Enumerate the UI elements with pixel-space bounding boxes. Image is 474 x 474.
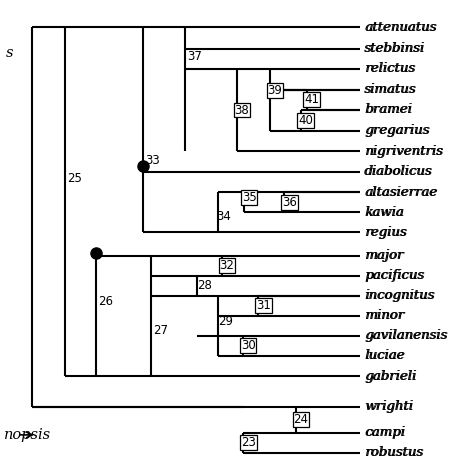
Text: 40: 40 [298, 114, 313, 127]
Text: pacificus: pacificus [364, 269, 424, 282]
Text: major: major [365, 249, 404, 262]
Text: 41: 41 [304, 93, 319, 106]
Text: bramei: bramei [365, 103, 413, 116]
Text: diabolicus: diabolicus [364, 165, 432, 179]
Text: gavilanensis: gavilanensis [365, 329, 448, 342]
Text: relictus: relictus [364, 62, 415, 75]
Text: 24: 24 [293, 413, 309, 426]
Text: regius: regius [364, 226, 407, 239]
Text: relictus: relictus [365, 62, 416, 75]
Text: gregarius: gregarius [364, 124, 429, 137]
Text: luciae: luciae [365, 349, 405, 362]
Text: 26: 26 [98, 295, 113, 308]
Text: gabrieli: gabrieli [364, 370, 416, 383]
Text: 28: 28 [197, 279, 212, 292]
Text: s: s [6, 46, 14, 60]
Text: 36: 36 [282, 196, 297, 209]
Text: 33: 33 [145, 154, 160, 167]
Text: stebbinsi: stebbinsi [364, 42, 425, 55]
Text: 27: 27 [154, 324, 169, 337]
Text: robustus: robustus [364, 447, 423, 459]
Text: campi: campi [365, 426, 406, 439]
Text: kawia: kawia [364, 206, 403, 219]
Text: gabrieli: gabrieli [365, 370, 417, 383]
Text: wrighti: wrighti [365, 400, 414, 413]
Text: diabolicus: diabolicus [365, 165, 433, 179]
Text: wrighti: wrighti [364, 400, 413, 413]
Text: 32: 32 [219, 259, 235, 272]
Text: altasierrae: altasierrae [364, 186, 437, 199]
Text: 30: 30 [241, 339, 255, 352]
Text: 38: 38 [235, 103, 249, 117]
Text: stebbinsi: stebbinsi [365, 42, 426, 55]
Text: regius: regius [365, 226, 408, 239]
Text: major: major [364, 249, 403, 262]
Text: minor: minor [364, 309, 404, 322]
Text: gavilanensis: gavilanensis [364, 329, 447, 342]
Text: pacificus: pacificus [365, 269, 425, 282]
Text: gregarius: gregarius [365, 124, 430, 137]
Text: 31: 31 [256, 299, 271, 312]
Text: 29: 29 [218, 315, 233, 328]
Text: bramei: bramei [364, 103, 412, 116]
Text: nopsis: nopsis [4, 428, 51, 442]
Text: 34: 34 [216, 210, 231, 223]
Text: simatus: simatus [364, 83, 416, 96]
Text: nigriventris: nigriventris [364, 145, 443, 158]
Text: altasierrae: altasierrae [365, 186, 438, 199]
Text: incognitus: incognitus [364, 290, 434, 302]
Text: 39: 39 [268, 84, 283, 97]
Text: minor: minor [365, 309, 405, 322]
Text: 35: 35 [242, 191, 256, 204]
Text: nigriventris: nigriventris [365, 145, 444, 158]
Text: attenuatus: attenuatus [364, 21, 436, 34]
Text: attenuatus: attenuatus [365, 21, 437, 34]
Text: campi: campi [364, 426, 405, 439]
Text: simatus: simatus [365, 83, 417, 96]
Text: 25: 25 [67, 172, 82, 184]
Text: 37: 37 [188, 50, 202, 63]
Text: robustus: robustus [365, 447, 424, 459]
Text: luciae: luciae [364, 349, 404, 362]
Text: incognitus: incognitus [365, 290, 435, 302]
Text: 23: 23 [241, 436, 255, 449]
Text: kawia: kawia [365, 206, 404, 219]
